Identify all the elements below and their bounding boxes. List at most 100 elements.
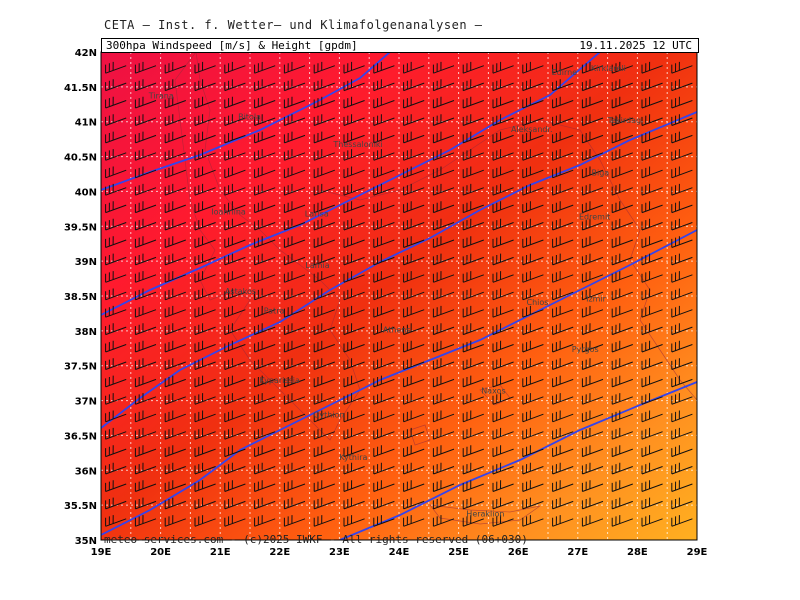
wind-barb	[343, 271, 365, 283]
longitude-label: 19E	[91, 547, 112, 558]
wind-barb	[224, 427, 246, 440]
wind-barb	[224, 515, 246, 527]
wind-barb	[552, 253, 574, 266]
wind-barb	[164, 218, 186, 231]
wind-barb	[522, 323, 544, 336]
wind-barb	[432, 79, 455, 92]
wind-barb	[462, 236, 484, 248]
wind-barb	[224, 393, 246, 405]
wind-barb	[671, 375, 693, 388]
wind-barb	[134, 201, 157, 214]
wind-barb	[283, 201, 306, 214]
wind-barb	[373, 96, 395, 109]
wind-barb	[283, 323, 306, 336]
wind-barb	[164, 427, 186, 440]
wind-barb	[432, 427, 455, 440]
wind-barb	[462, 427, 484, 440]
wind-barb	[671, 183, 693, 196]
wind-barb	[343, 480, 365, 492]
wind-barb	[283, 271, 306, 283]
wind-barb	[522, 253, 544, 266]
wind-barb	[254, 445, 276, 458]
wind-barb	[462, 497, 484, 510]
wind-barb	[313, 166, 335, 179]
wind-barb	[373, 497, 395, 510]
wind-barb	[671, 149, 693, 161]
wind-barb	[432, 305, 455, 318]
wind-barb	[134, 515, 157, 527]
wind-barb	[313, 323, 335, 336]
wind-barb	[224, 410, 246, 423]
wind-barb	[581, 515, 604, 527]
wind-barb	[373, 218, 395, 231]
wind-barb	[641, 79, 663, 92]
wind-barb	[313, 79, 335, 92]
wind-barb	[254, 166, 276, 179]
wind-barb	[432, 445, 455, 458]
wind-barb	[194, 410, 216, 423]
wind-barb	[432, 515, 455, 527]
wind-barb	[462, 462, 484, 475]
wind-barb	[432, 61, 455, 74]
coastlines	[174, 52, 697, 525]
height-contour	[339, 381, 697, 540]
wind-barb	[403, 218, 425, 231]
wind-barb	[194, 375, 216, 388]
wind-barb	[611, 131, 633, 144]
latitude-label: 41.5N	[64, 83, 97, 94]
wind-barb	[194, 462, 216, 475]
wind-barb	[164, 393, 186, 405]
wind-barb	[194, 515, 216, 527]
wind-barb	[611, 480, 633, 492]
wind-barb	[492, 445, 514, 458]
wind-barb	[432, 253, 455, 266]
wind-barb	[432, 131, 455, 144]
wind-barb	[164, 305, 186, 318]
wind-barb	[194, 183, 216, 196]
wind-barb	[105, 480, 127, 492]
wind-barb	[432, 497, 455, 510]
wind-barb	[432, 323, 455, 336]
wind-barb	[105, 96, 127, 109]
wind-barb	[283, 375, 306, 388]
wind-barb	[134, 393, 157, 405]
wind-barb	[522, 114, 544, 126]
wind-barb	[492, 96, 514, 109]
wind-barb	[373, 462, 395, 475]
wind-barb	[522, 445, 544, 458]
wind-barb	[283, 79, 306, 92]
wind-barb	[671, 131, 693, 144]
wind-barb	[134, 305, 157, 318]
wind-barb	[164, 445, 186, 458]
wind-barb	[313, 218, 335, 231]
wind-barb	[105, 323, 127, 336]
city-label: Tekirdag	[607, 116, 642, 125]
wind-barb	[552, 271, 574, 283]
wind-barb	[581, 358, 604, 370]
wind-barb	[641, 410, 663, 423]
wind-barb	[194, 393, 216, 405]
wind-barb	[283, 480, 306, 492]
wind-barb	[224, 462, 246, 475]
wind-barb	[552, 305, 574, 318]
wind-barb	[462, 515, 484, 527]
wind-barb	[134, 480, 157, 492]
wind-barb	[581, 236, 604, 248]
wind-barb	[164, 236, 186, 248]
wind-barb	[671, 445, 693, 458]
wind-barb	[641, 445, 663, 458]
wind-barb	[641, 253, 663, 266]
wind-barb	[403, 114, 425, 126]
wind-barb	[552, 131, 574, 144]
wind-barb	[373, 288, 395, 301]
wind-barb	[462, 218, 484, 231]
wind-barb	[462, 253, 484, 266]
wind-barb	[641, 375, 663, 388]
wind-barb	[254, 79, 276, 92]
wind-barb	[373, 236, 395, 248]
wind-barb	[283, 288, 306, 301]
wind-barb	[432, 410, 455, 423]
wind-barb	[403, 183, 425, 196]
institute-header: CETA — Inst. f. Wetter— und Klimafolgena…	[104, 18, 483, 32]
wind-barb	[194, 480, 216, 492]
